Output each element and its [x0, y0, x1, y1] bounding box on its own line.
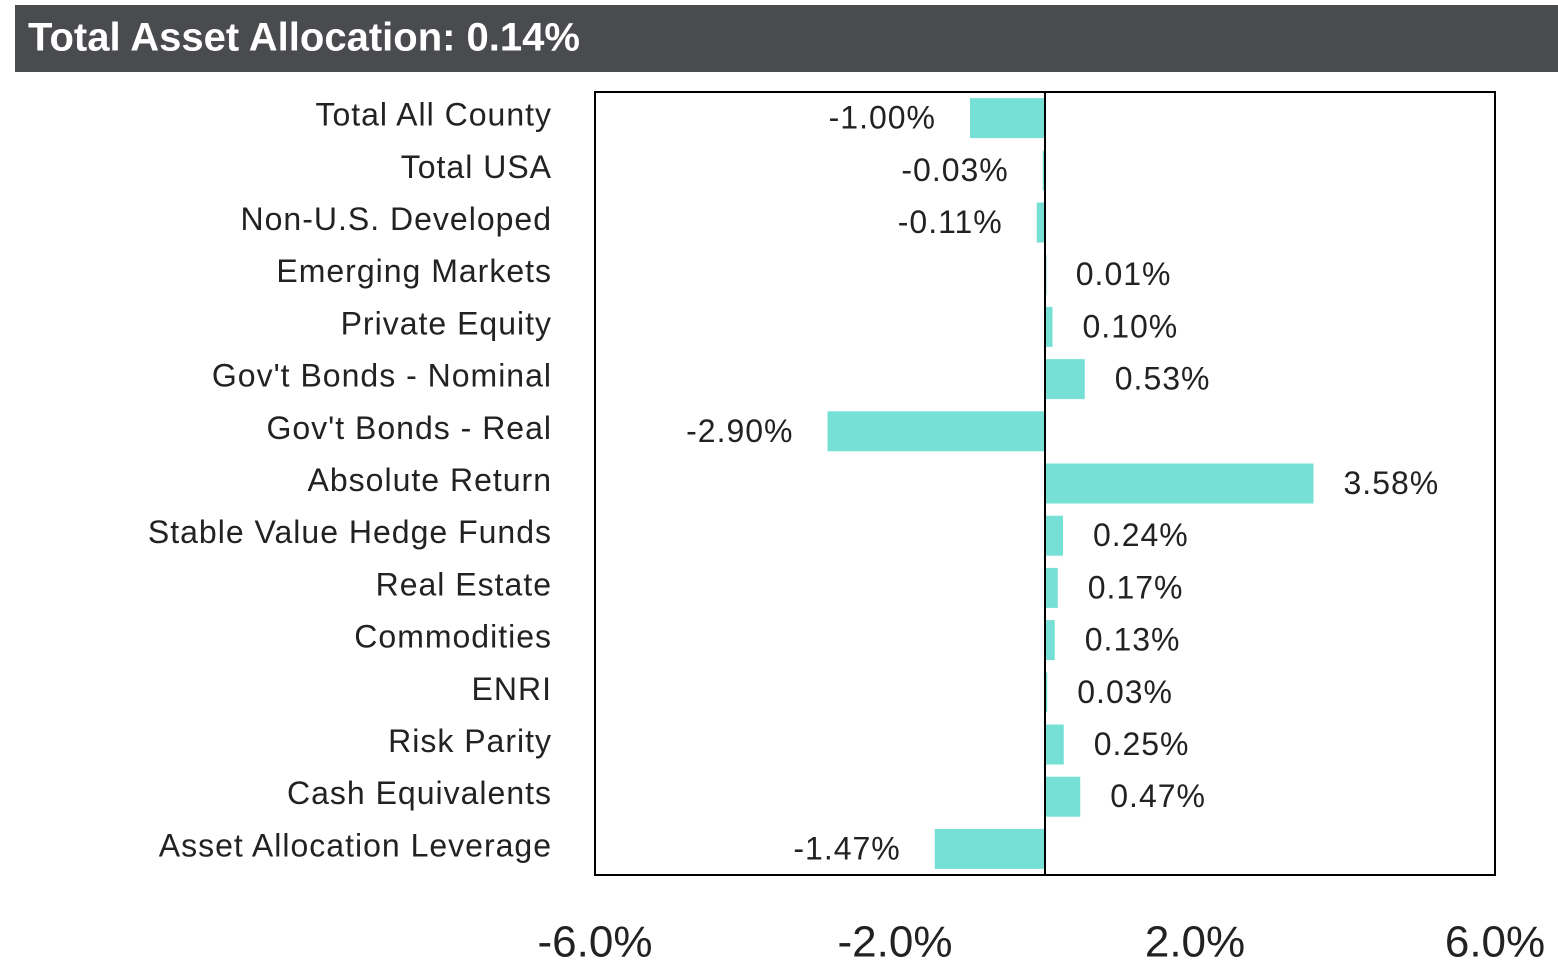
y-tick-label: Stable Value Hedge Funds [148, 514, 552, 550]
value-label: -2.90% [686, 413, 793, 449]
value-label: 0.10% [1083, 308, 1179, 344]
value-label: 0.53% [1115, 361, 1211, 397]
x-tick-label: 2.0% [1145, 918, 1245, 967]
value-label: 0.13% [1085, 622, 1181, 658]
value-label: 0.01% [1076, 256, 1172, 292]
chart-title: Total Asset Allocation: 0.14% [28, 16, 580, 60]
bar [1045, 567, 1058, 608]
value-label: 0.24% [1093, 517, 1189, 553]
value-label: -1.00% [829, 100, 936, 136]
bar [1042, 150, 1045, 191]
value-label: -0.03% [901, 152, 1008, 188]
bar [970, 98, 1045, 139]
bar [1045, 724, 1064, 765]
value-label: -0.11% [898, 204, 1003, 240]
bar [827, 411, 1045, 452]
y-tick-label: Emerging Markets [276, 253, 552, 289]
y-tick-label: Total All County [315, 97, 552, 133]
y-tick-label: Real Estate [376, 566, 552, 602]
y-tick-label: ENRI [472, 671, 552, 707]
y-tick-label: Commodities [354, 619, 552, 655]
y-tick-label: Risk Parity [388, 723, 552, 759]
value-label: -1.47% [793, 830, 900, 866]
x-tick-label: -2.0% [838, 918, 953, 967]
bar [1036, 202, 1045, 243]
bar [934, 828, 1045, 869]
y-tick-label: Non-U.S. Developed [241, 201, 552, 237]
title-bar [15, 5, 1558, 72]
y-tick-label: Cash Equivalents [287, 775, 552, 811]
y-tick-label: Absolute Return [308, 462, 552, 498]
bar [1045, 306, 1053, 347]
y-tick-label: Gov't Bonds - Nominal [212, 358, 552, 394]
bar [1045, 672, 1048, 713]
x-tick-label: -6.0% [538, 918, 653, 967]
y-tick-label: Asset Allocation Leverage [159, 827, 552, 863]
value-label: 0.17% [1088, 569, 1184, 605]
bar [1045, 620, 1055, 661]
bar [1045, 463, 1314, 504]
value-label: 0.47% [1110, 778, 1206, 814]
y-tick-label: Total USA [401, 149, 552, 185]
bar [1045, 515, 1063, 556]
bar [1045, 359, 1085, 400]
bar [1045, 776, 1081, 817]
value-label: 3.58% [1344, 465, 1440, 501]
x-tick-label: 6.0% [1445, 918, 1545, 967]
y-tick-label: Gov't Bonds - Real [266, 410, 552, 446]
value-label: 0.25% [1094, 726, 1190, 762]
y-tick-label: Private Equity [341, 305, 552, 341]
value-label: 0.03% [1077, 674, 1173, 710]
